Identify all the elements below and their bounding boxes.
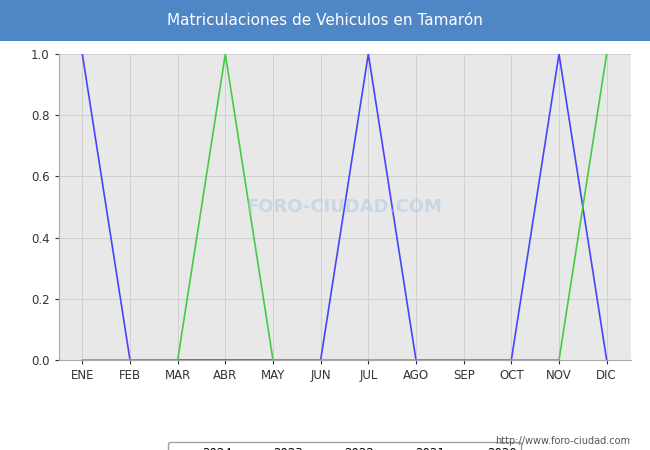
Text: Matriculaciones de Vehiculos en Tamarón: Matriculaciones de Vehiculos en Tamarón <box>167 13 483 28</box>
Legend: 2024, 2023, 2022, 2021, 2020: 2024, 2023, 2022, 2021, 2020 <box>168 442 521 450</box>
Text: http://www.foro-ciudad.com: http://www.foro-ciudad.com <box>495 436 630 446</box>
Text: FORO-CIUDAD.COM: FORO-CIUDAD.COM <box>246 198 443 216</box>
